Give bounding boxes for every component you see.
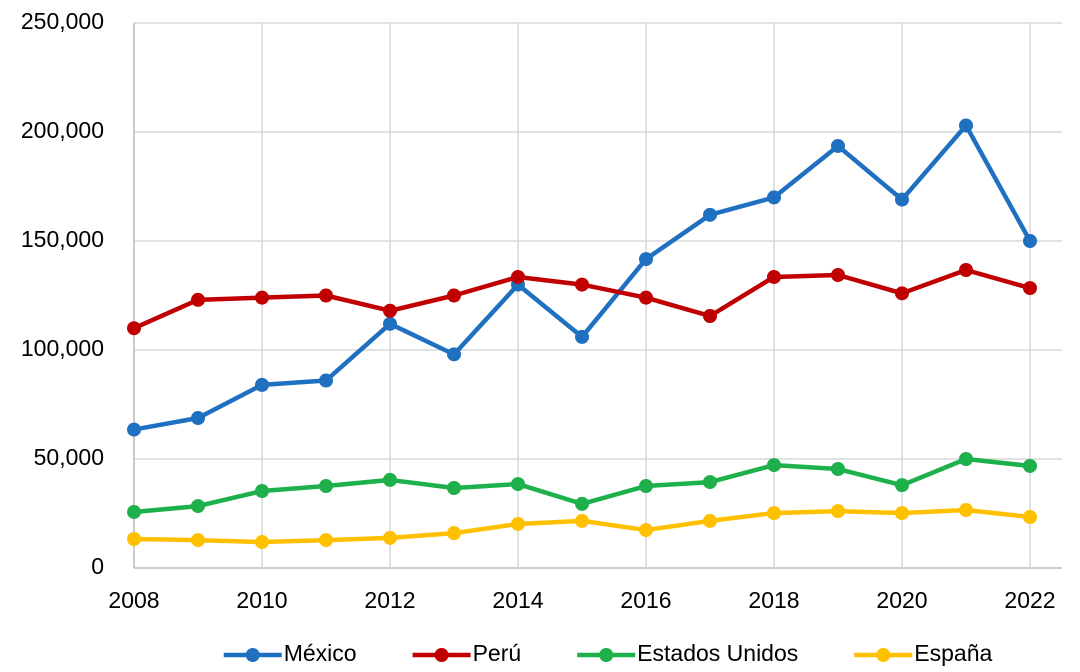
data-point — [959, 262, 973, 277]
legend-label: México — [284, 640, 357, 666]
data-point — [767, 458, 781, 473]
data-point — [575, 329, 589, 344]
data-point — [831, 462, 845, 477]
x-tick-label: 2014 — [492, 587, 543, 613]
data-point — [767, 506, 781, 521]
data-point — [511, 269, 525, 284]
x-tick-label: 2008 — [108, 587, 159, 613]
data-point — [255, 377, 269, 392]
y-tick-label: 200,000 — [21, 117, 104, 143]
data-point — [127, 321, 141, 336]
legend-marker — [599, 648, 614, 662]
data-point — [639, 523, 653, 538]
x-tick-label: 2020 — [876, 587, 927, 613]
legend-marker — [434, 648, 449, 662]
data-point — [383, 472, 397, 487]
data-point — [319, 373, 333, 388]
y-tick-label: 250,000 — [21, 8, 104, 34]
data-point — [255, 484, 269, 499]
data-point — [447, 526, 461, 541]
data-point — [191, 411, 205, 426]
y-tick-label: 0 — [91, 553, 104, 579]
data-point — [575, 277, 589, 292]
y-tick-label: 50,000 — [34, 444, 104, 470]
data-point — [703, 308, 717, 323]
y-tick-label: 150,000 — [21, 226, 104, 252]
data-point — [703, 513, 717, 528]
legend-marker — [245, 648, 260, 662]
data-point — [831, 138, 845, 153]
data-point — [959, 503, 973, 518]
data-point — [511, 516, 525, 531]
data-point — [127, 532, 141, 547]
data-point — [575, 496, 589, 511]
data-point — [319, 533, 333, 548]
data-point — [127, 422, 141, 437]
data-point — [1023, 281, 1037, 296]
x-tick-label: 2012 — [364, 587, 415, 613]
data-point — [383, 316, 397, 331]
data-point — [447, 347, 461, 362]
data-point — [575, 513, 589, 528]
data-point — [383, 530, 397, 545]
data-point — [767, 190, 781, 205]
data-point — [319, 479, 333, 494]
data-point — [895, 286, 909, 301]
legend-label: España — [914, 640, 992, 666]
data-point — [255, 290, 269, 305]
data-point — [319, 288, 333, 303]
data-point — [831, 504, 845, 519]
data-point — [191, 499, 205, 514]
data-point — [639, 290, 653, 305]
data-point — [447, 288, 461, 303]
data-point — [895, 478, 909, 493]
data-point — [447, 480, 461, 495]
data-point — [767, 269, 781, 284]
data-point — [703, 475, 717, 490]
x-tick-label: 2022 — [1004, 587, 1055, 613]
legend-label: Estados Unidos — [637, 640, 798, 666]
x-tick-label: 2018 — [748, 587, 799, 613]
data-point — [959, 118, 973, 133]
data-point — [1023, 509, 1037, 524]
x-tick-label: 2010 — [236, 587, 287, 613]
data-point — [191, 533, 205, 548]
data-point — [511, 477, 525, 492]
data-point — [639, 479, 653, 494]
data-point — [895, 506, 909, 521]
data-point — [959, 452, 973, 466]
data-point — [639, 252, 653, 267]
data-point — [255, 535, 269, 550]
data-point — [703, 207, 717, 222]
x-tick-label: 2016 — [620, 587, 671, 613]
data-point — [1023, 234, 1037, 248]
data-point — [127, 504, 141, 519]
y-tick-label: 100,000 — [21, 335, 104, 361]
legend-marker — [876, 648, 891, 662]
data-point — [1023, 458, 1037, 473]
data-point — [831, 268, 845, 283]
data-point — [383, 303, 397, 318]
data-point — [191, 292, 205, 307]
legend-label: Perú — [473, 640, 522, 666]
data-point — [895, 192, 909, 207]
